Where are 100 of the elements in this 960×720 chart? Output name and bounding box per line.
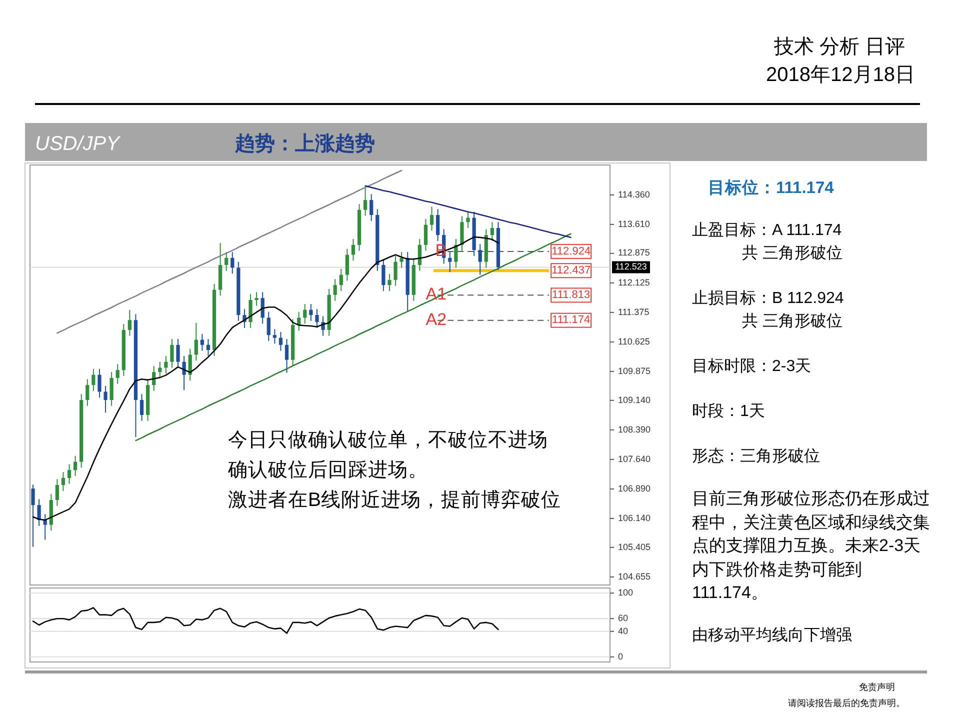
candlestick — [206, 338, 210, 356]
y-tick-label: 114.360 — [618, 189, 650, 200]
candlestick — [140, 394, 144, 422]
ref-line-label: 112.523 — [615, 262, 647, 272]
candlestick — [67, 464, 72, 484]
line-series — [364, 185, 572, 238]
text: 形态：三角形破位 — [692, 446, 820, 467]
candlestick — [345, 248, 349, 282]
text: 免责声明 — [859, 682, 895, 692]
candlestick — [351, 238, 356, 262]
annotation: B — [435, 240, 447, 260]
text: 目前三角形破位形态仍在形成过程中，关注黄色区域和绿线交集点的支撑阻力互换。未来2-3天内下跌价格走势可能到111.174。 — [692, 488, 930, 604]
candlestick — [284, 338, 289, 374]
y-tick-label: 111.375 — [618, 306, 650, 317]
candlestick — [436, 208, 440, 242]
y-tick-label: 109.140 — [618, 394, 651, 405]
y-tick-label: 0 — [618, 651, 624, 662]
candlestick — [388, 274, 392, 292]
candlestick — [297, 311, 301, 332]
text: 技术 分析 日评 — [772, 36, 905, 58]
ref-line-label: 111.174 — [552, 314, 590, 326]
y-tick-label: 113.610 — [618, 218, 650, 229]
candlestick — [74, 455, 78, 476]
candlestick — [364, 186, 368, 216]
candlestick — [104, 385, 108, 414]
y-tick-label: 60 — [618, 612, 628, 623]
text: 请阅读报告最后的免责声明。 — [788, 698, 905, 708]
y-tick-label: 40 — [618, 626, 628, 636]
candlestick — [61, 472, 66, 492]
candlestick — [315, 308, 319, 328]
candlestick — [339, 268, 343, 292]
ref-line-label: 112.437 — [552, 264, 591, 277]
text: 时段：1天 — [692, 402, 765, 422]
text: 止盈目标：A 111.174 — [692, 220, 842, 241]
candlestick — [98, 368, 102, 398]
candlestick — [92, 368, 96, 392]
candlestick — [194, 322, 198, 362]
candlestick — [55, 478, 59, 506]
y-tick-label: 112.875 — [618, 248, 650, 258]
candlestick — [248, 294, 252, 328]
candlestick — [448, 251, 452, 273]
candlestick — [116, 364, 120, 384]
y-tick-label: 104.655 — [618, 571, 651, 582]
text: 由移动平均线向下增强 — [692, 626, 852, 646]
candlestick — [370, 194, 374, 222]
y-tick-label: 106.890 — [618, 483, 651, 494]
candlestick — [333, 278, 337, 302]
candlestick — [224, 251, 228, 272]
candlestick — [278, 331, 283, 352]
candlestick — [454, 238, 458, 268]
text: 目标位：111.174 — [708, 178, 834, 199]
candlestick — [309, 303, 313, 322]
candlestick — [86, 378, 90, 406]
annotation: 确认破位后回踩进场。 — [227, 459, 428, 481]
candlestick — [254, 292, 258, 306]
candlestick — [170, 338, 174, 368]
y-tick-label: 109.875 — [618, 366, 651, 376]
y-tick-label: 107.640 — [618, 454, 651, 464]
annotation: 激进者在B线附近进场，提前博弈破位 — [228, 488, 562, 511]
candlestick — [110, 372, 114, 406]
annotation: 今日只做确认破位单，不破位不进场 — [228, 429, 548, 451]
text: 目标时限：2-3天 — [692, 356, 812, 377]
y-tick-label: 110.625 — [618, 336, 650, 346]
chart-subtitle: 趋势：上涨趋势 — [234, 133, 375, 155]
text: 止损目标：B 112.924 — [692, 288, 844, 309]
candlestick — [424, 218, 428, 252]
candlestick — [382, 258, 386, 292]
candlestick — [188, 348, 192, 382]
candlestick — [176, 338, 180, 368]
candlestick — [466, 211, 470, 228]
text: 共 三角形破位 — [742, 244, 842, 264]
y-tick-label: 106.140 — [618, 512, 651, 523]
chart-title: USD/JPY — [35, 133, 122, 155]
candlestick — [164, 355, 168, 374]
candlestick — [400, 251, 404, 268]
candlestick — [272, 328, 276, 344]
y-tick-label: 100 — [618, 587, 634, 598]
candlestick — [230, 251, 234, 274]
candlestick — [200, 333, 204, 352]
y-tick-label: 108.390 — [618, 424, 651, 434]
candlestick — [478, 244, 482, 276]
candlestick — [490, 222, 494, 242]
candlestick — [158, 361, 162, 378]
candlestick — [303, 303, 307, 324]
candlestick — [430, 206, 434, 232]
ref-line-label: 111.813 — [552, 289, 590, 302]
line-series — [56, 170, 402, 334]
annotation: A2 — [426, 310, 447, 329]
ref-line-label: 112.924 — [552, 245, 591, 258]
candlestick — [460, 216, 464, 252]
y-tick-label: 112.125 — [618, 277, 650, 288]
text: 共 三角形破位 — [742, 312, 842, 332]
candlestick — [128, 309, 132, 336]
candlestick — [43, 514, 47, 540]
candlestick — [418, 238, 422, 272]
candlestick — [394, 255, 398, 286]
candlestick — [266, 311, 270, 342]
line-series — [32, 607, 499, 634]
text: 2018年12月18日 — [766, 64, 915, 86]
y-tick-label: 105.405 — [618, 542, 651, 552]
